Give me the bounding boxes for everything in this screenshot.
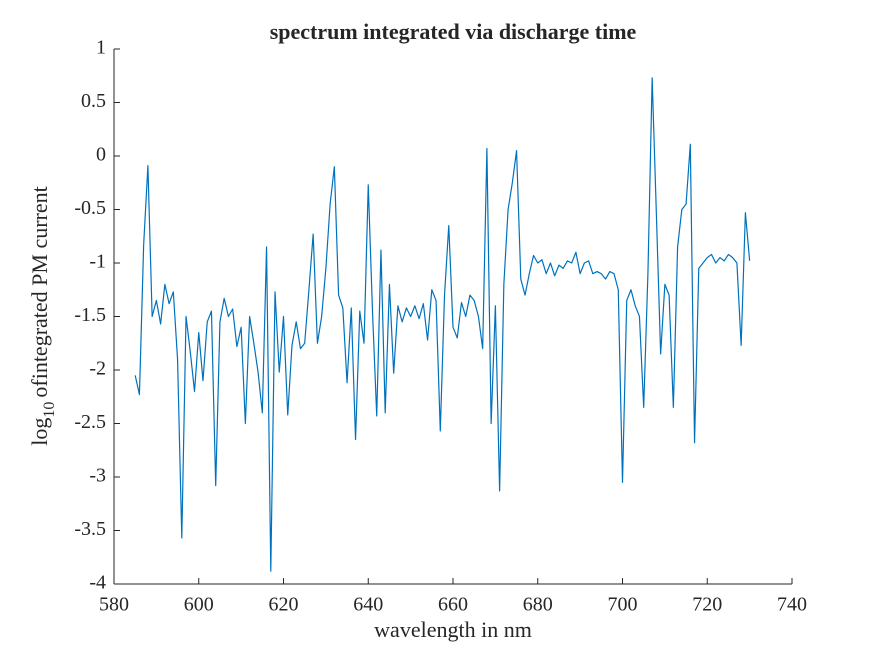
- x-tick-label: 580: [99, 594, 129, 616]
- y-tick-label: -3.5: [74, 518, 106, 540]
- y-label-base: log: [27, 418, 52, 446]
- x-axis-label: wavelength in nm: [374, 617, 532, 642]
- y-tick-label: -2: [89, 358, 106, 380]
- x-tick-label: 700: [608, 594, 638, 616]
- y-tick-label: -1: [89, 251, 106, 273]
- y-tick-label: 1: [96, 37, 106, 59]
- x-tick-label: 660: [438, 594, 468, 616]
- y-tick-label: 0.5: [81, 90, 106, 112]
- y-label-subscript: 10: [41, 402, 58, 418]
- y-tick-label: -4: [89, 572, 106, 594]
- x-tick-label: 740: [777, 594, 807, 616]
- chart-title: spectrum integrated via discharge time: [270, 19, 637, 44]
- data-line: [134, 77, 751, 572]
- y-tick-label: -2.5: [74, 411, 106, 433]
- x-tick-label: 720: [692, 594, 722, 616]
- x-tick-label: 600: [184, 594, 214, 616]
- x-tick-label: 640: [353, 594, 383, 616]
- y-tick-label: -0.5: [74, 197, 106, 219]
- y-label-text: ofintegrated PM current: [27, 186, 52, 397]
- y-tick-label: -1.5: [74, 304, 106, 326]
- y-axis-label: log10 ofintegrated PM current: [27, 186, 58, 446]
- y-tick-label: 0: [96, 144, 106, 166]
- x-tick-label: 680: [523, 594, 553, 616]
- x-tick-label: 620: [269, 594, 299, 616]
- y-tick-label: -3: [89, 465, 106, 487]
